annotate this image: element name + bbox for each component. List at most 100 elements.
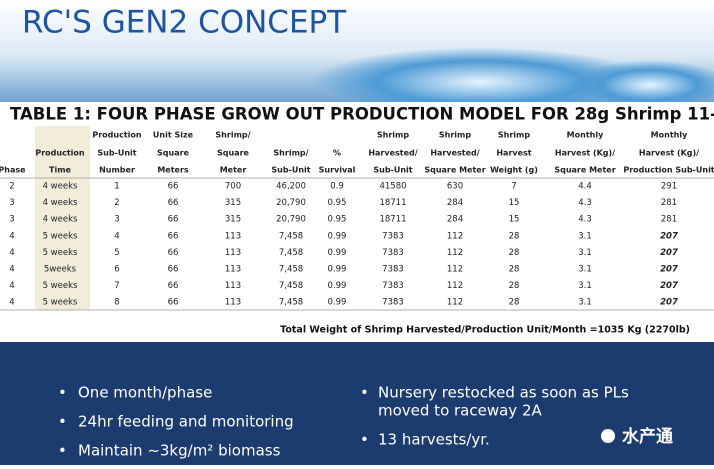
wechat-icon [601,429,615,443]
column-header: Sub-Unit [97,149,136,158]
cell: 7,458 [279,231,303,241]
cell: 3.1 [578,248,592,258]
bullet-text: Maintain ~3kg/m² biomass [78,442,281,460]
cell: 113 [225,231,241,241]
column-header: Shrimp [498,131,530,140]
bullet-text: One month/phase [78,384,212,402]
cell: 4.3 [578,198,592,208]
cell: 315 [225,198,241,208]
cell: 20,790 [276,198,306,208]
cell: 207 [660,248,678,258]
column-header: Weight (g) [490,166,538,175]
column-header: % [333,149,341,158]
cell: 0.9 [330,182,344,192]
column-header: Harvest (Kg)/ [555,149,615,158]
column-header: Number [99,166,135,175]
cell: 4 [9,281,14,291]
cell: 4.4 [578,182,592,192]
splash [310,40,650,110]
cell: 4.3 [578,215,592,225]
cell: 112 [447,248,463,258]
table-area [0,102,714,342]
cell: 7,458 [279,298,303,308]
cell: 46,200 [276,182,306,192]
total-note: Total Weight of Shrimp Harvested/Product… [280,325,690,336]
bullet-text: 13 harvests/yr. [378,431,490,449]
cell: 4 [9,265,14,275]
cell: 4 weeks [43,198,78,208]
bullet-text: moved to raceway 2A [378,402,542,420]
cell: 3.1 [578,265,592,275]
cell: 7,458 [279,265,303,275]
cell: 15 [509,215,520,225]
column-header: Production [92,131,142,140]
cell: 28 [509,231,520,241]
cell: 4 [9,298,14,308]
cell: 315 [225,215,241,225]
cell: 5 [114,248,119,258]
cell: 113 [225,248,241,258]
column-header: Harvest (Kg)/ [639,149,699,158]
cell: 66 [168,231,179,241]
cell: 5 weeks [43,248,78,258]
cell: 7383 [382,248,404,258]
column-header: Unit Size [153,131,194,140]
column-header: Production [35,149,85,158]
cell: 284 [447,215,463,225]
cell: 630 [447,182,463,192]
column-header: Shrimp/ [215,131,250,140]
cell: 2 [114,198,119,208]
cell: 66 [168,281,179,291]
column-header: Survival [319,166,356,175]
cell: 0.99 [328,231,347,241]
bullet-text: 24hr feeding and monitoring [78,413,294,431]
bullet-dot: • [58,384,67,402]
bullet-dot: • [58,442,67,460]
cell: 700 [225,182,241,192]
cell: 66 [168,248,179,258]
cell: 113 [225,298,241,308]
cell: 113 [225,281,241,291]
column-header: Production Sub-Unit [623,166,714,175]
cell: 7383 [382,281,404,291]
cell: 0.99 [328,265,347,275]
bullets: • One month/phase • 24hr feeding and monito… [58,384,629,460]
cell: 5 weeks [43,281,78,291]
cell: 281 [661,215,677,225]
cell: 112 [447,298,463,308]
bullet-dot: • [360,431,369,449]
column-header: Monthly [567,131,604,140]
cell: 2 [9,182,14,192]
cell: 28 [509,298,520,308]
cell: 4 weeks [43,182,78,192]
cell: 3.1 [578,231,592,241]
column-header: Square [157,149,190,158]
cell: 3 [9,215,14,225]
column-header: Square [217,149,250,158]
cell: 4 weeks [43,215,78,225]
cell: 66 [168,298,179,308]
column-header: Harvest [496,149,531,158]
cell: 0.99 [328,298,347,308]
cell: 8 [114,298,119,308]
cell: 112 [447,231,463,241]
cell: 207 [660,298,678,308]
cell: 66 [168,182,179,192]
cell: 1 [114,182,119,192]
table-title: TABLE 1: FOUR PHASE GROW OUT PRODUCTION … [10,105,714,124]
cell: 7,458 [279,248,303,258]
cell: 7383 [382,298,404,308]
column-shade [35,126,90,310]
cell: 4 [9,231,14,241]
cell: 207 [660,231,678,241]
column-header: Square Meter [424,166,485,175]
column-header: Meter [220,166,247,175]
cell: 15 [509,198,520,208]
cell: 113 [225,265,241,275]
cell: 0.99 [328,281,347,291]
cell: 3 [9,198,14,208]
bullet-dot: • [360,384,369,402]
cell: 66 [168,215,179,225]
column-header: Shrimp [377,131,409,140]
